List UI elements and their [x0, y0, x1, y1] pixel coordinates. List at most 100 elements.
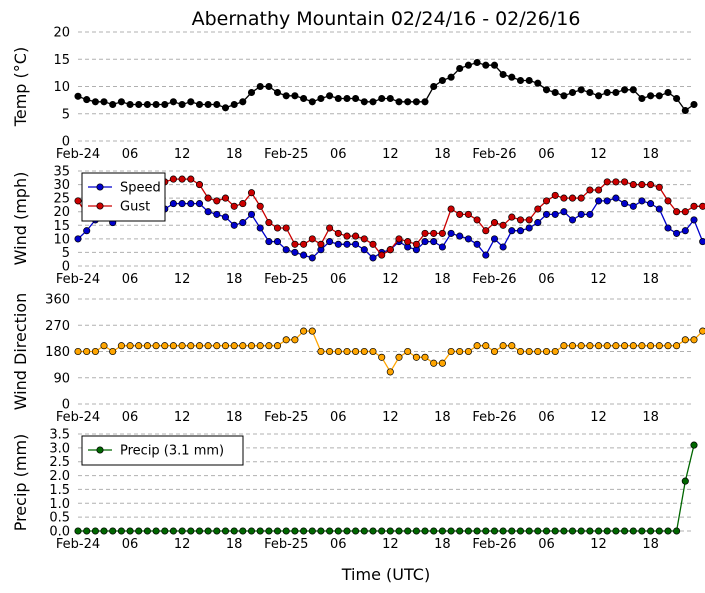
- data-point: [256, 82, 264, 91]
- data-point: [560, 342, 568, 350]
- data-point: [74, 347, 82, 356]
- data-point: [508, 227, 516, 235]
- data-point: [621, 178, 629, 186]
- data-point: [352, 240, 360, 248]
- data-point: [161, 527, 169, 535]
- data-point: [83, 96, 91, 104]
- data-point: [438, 243, 446, 251]
- data-point: [230, 527, 238, 535]
- data-point: [603, 342, 611, 350]
- data-point: [143, 100, 151, 109]
- data-point: [542, 197, 551, 205]
- data-point: [334, 527, 342, 535]
- data-point: [664, 88, 672, 97]
- data-point: [603, 88, 611, 97]
- x-tick-label: Feb-26: [472, 272, 516, 287]
- chart-title: Abernathy Mountain 02/24/16 - 02/26/16: [192, 8, 581, 30]
- data-point: [421, 238, 429, 246]
- data-point: [308, 254, 316, 262]
- data-point: [247, 210, 256, 218]
- x-tick-label: 06: [330, 147, 347, 162]
- data-point: [430, 229, 438, 237]
- data-point: [213, 100, 221, 109]
- data-point: [499, 243, 507, 251]
- data-point: [187, 98, 195, 106]
- data-point: [612, 88, 620, 97]
- data-point: [187, 200, 195, 208]
- data-point: [647, 181, 655, 189]
- data-point: [447, 347, 455, 356]
- data-point: [360, 235, 368, 243]
- data-point: [178, 527, 186, 535]
- y-tick-label: 25: [53, 192, 70, 207]
- data-point: [456, 527, 464, 535]
- data-point: [334, 229, 342, 237]
- data-point: [542, 527, 551, 535]
- data-point: [499, 527, 507, 535]
- data-point: [360, 246, 368, 254]
- data-point: [595, 186, 603, 194]
- data-point: [291, 240, 299, 248]
- x-tick-label: 06: [122, 272, 139, 287]
- y-tick-label: 5: [62, 107, 70, 122]
- data-point: [91, 98, 99, 106]
- legend-marker: [96, 202, 104, 210]
- y-tick-label: 0: [62, 260, 70, 275]
- x-tick-label: 06: [330, 537, 347, 552]
- data-point: [74, 527, 82, 535]
- data-point: [317, 240, 325, 248]
- data-point: [508, 213, 516, 221]
- data-point: [464, 347, 472, 356]
- x-tick-label: 12: [174, 410, 191, 425]
- data-point: [421, 353, 429, 361]
- data-point: [421, 229, 429, 237]
- data-point: [560, 527, 568, 535]
- x-tick-label: Feb-25: [264, 272, 308, 287]
- data-point: [230, 342, 238, 350]
- data-point: [326, 527, 334, 535]
- data-point: [534, 219, 542, 227]
- data-point: [352, 232, 360, 240]
- x-tick-label: 06: [538, 272, 555, 287]
- data-point: [369, 98, 377, 106]
- y-tick-label: 90: [53, 371, 70, 386]
- data-point: [109, 527, 117, 535]
- data-point: [265, 219, 273, 227]
- data-point: [126, 342, 134, 350]
- data-point: [647, 527, 655, 535]
- data-point: [369, 254, 377, 262]
- data-point: [395, 98, 403, 106]
- legend-marker: [96, 446, 104, 454]
- x-tick-label: 06: [122, 537, 139, 552]
- data-point: [482, 527, 490, 535]
- data-point: [221, 104, 230, 112]
- legend: Speed Gust: [81, 172, 166, 222]
- data-point: [256, 202, 264, 210]
- x-tick-label: 06: [538, 410, 555, 425]
- data-point: [161, 100, 169, 109]
- data-point: [230, 202, 238, 210]
- data-point: [378, 527, 386, 535]
- data-point: [690, 441, 698, 449]
- data-point: [282, 336, 290, 344]
- y-tick-label: 0.0: [49, 525, 70, 540]
- data-point: [300, 240, 308, 248]
- data-point: [360, 527, 368, 535]
- data-point: [421, 98, 429, 106]
- data-point: [447, 73, 455, 81]
- data-point: [638, 94, 646, 103]
- data-point: [117, 98, 125, 106]
- legend-box: [81, 172, 166, 222]
- y-tick-label: 20: [53, 205, 70, 220]
- data-point: [74, 92, 82, 100]
- data-point: [568, 88, 577, 97]
- data-point: [638, 197, 646, 205]
- data-point: [430, 238, 438, 246]
- data-point: [430, 359, 438, 367]
- y-tick-label: 1.0: [49, 497, 70, 512]
- data-point: [117, 342, 125, 350]
- data-point: [256, 342, 264, 350]
- data-point: [482, 342, 490, 350]
- data-point: [369, 347, 377, 356]
- data-point: [438, 527, 446, 535]
